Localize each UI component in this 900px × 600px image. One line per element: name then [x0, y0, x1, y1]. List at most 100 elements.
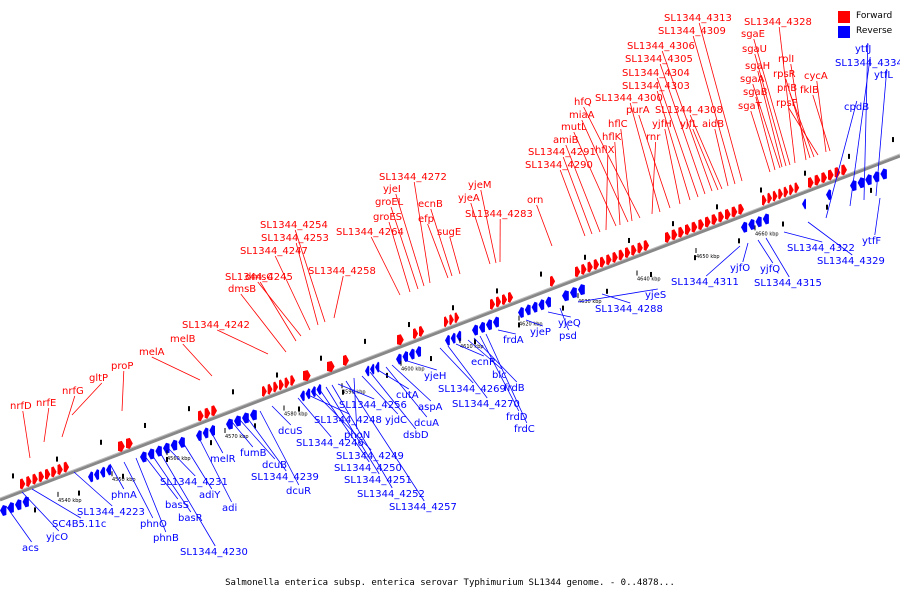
axis-mark: [474, 339, 476, 345]
reverse-gene-label-dcub: dcuB: [262, 460, 287, 471]
axis-mark: [672, 221, 674, 227]
reverse-gene-label-frdc: frdC: [514, 424, 535, 435]
reverse-gene-leader: [181, 440, 213, 490]
forward-gene-leader: [692, 35, 736, 185]
reverse-gene-label-ecnr: ecnR: [471, 357, 496, 368]
reverse-gene-block: [880, 168, 887, 180]
forward-gene-leader: [449, 236, 461, 275]
reverse-gene-leader: [473, 337, 518, 383]
forward-gene-label-sl1344-4306: SL1344_4306: [627, 41, 695, 52]
reverse-gene-block: [402, 351, 409, 363]
reverse-gene-label-melr: melR: [210, 454, 236, 465]
forward-gene-label-ecnb: ecnB: [418, 199, 443, 210]
reverse-gene-block: [250, 409, 257, 421]
reverse-gene-leader: [601, 293, 631, 304]
forward-gene-label-prop: proP: [111, 361, 133, 372]
reverse-gene-block: [518, 307, 524, 319]
forward-gene-label-mela: melA: [139, 347, 165, 358]
forward-gene-block: [38, 471, 45, 483]
axis-mark: [254, 423, 256, 429]
forward-gene-label-sl1344-4283: SL1344_4283: [465, 209, 533, 220]
forward-gene-leader: [573, 131, 617, 227]
kbp-tick-label: 4650 kbp: [696, 254, 720, 260]
forward-gene-label-sl1344-4309: SL1344_4309: [658, 26, 726, 37]
axis-mark: [56, 456, 58, 462]
reverse-gene-label-sl1344-4252: SL1344_4252: [357, 489, 425, 500]
forward-gene-block: [45, 468, 51, 480]
reverse-gene-block: [94, 469, 100, 481]
forward-gene-leader: [785, 78, 811, 159]
forward-gene-leader: [788, 107, 819, 156]
reverse-gene-block: [196, 430, 202, 442]
forward-gene-block: [731, 206, 738, 218]
reverse-gene-block: [562, 290, 569, 302]
forward-gene-block: [671, 229, 678, 241]
axis-mark: [188, 406, 190, 412]
forward-gene-label-sgae: sgaE: [741, 29, 765, 40]
forward-gene-block: [772, 190, 778, 202]
forward-gene-leader: [661, 50, 713, 192]
forward-gene-leader: [562, 156, 593, 235]
forward-gene-block: [637, 242, 643, 254]
axis-mark: [540, 271, 542, 277]
forward-gene-leader: [816, 80, 827, 153]
forward-gene-label-hflx: hflX: [595, 145, 615, 156]
forward-gene-leader: [614, 141, 621, 226]
reverse-gene-label-sl1344-4246: SL1344_4246: [296, 438, 364, 449]
reverse-gene-leader: [73, 471, 113, 507]
reverse-gene-block: [209, 424, 215, 436]
reverse-gene-leader: [559, 307, 569, 331]
reverse-gene-leader: [825, 100, 858, 219]
reverse-gene-label-phna: phnA: [111, 490, 137, 501]
axis-mark: [452, 305, 454, 311]
reverse-gene-block: [748, 219, 755, 231]
forward-gene-label-hflk: hflK: [602, 132, 622, 143]
forward-gene-leader: [692, 128, 719, 191]
forward-gene-label-dmsb: dmsB: [228, 284, 256, 295]
forward-gene-label-sl1344-4245: SL1344_4245: [225, 272, 293, 283]
forward-gene-leader: [22, 410, 31, 459]
reverse-gene-block: [857, 177, 865, 189]
reverse-gene-label-dsbd: dsbD: [403, 430, 429, 441]
reverse-gene-block: [415, 346, 422, 358]
forward-gene-label-groes: groES: [373, 212, 402, 223]
reverse-gene-leader: [259, 410, 300, 486]
reverse-gene-block: [242, 412, 249, 424]
reverse-gene-label-yjfo: yjfO: [730, 263, 750, 274]
forward-gene-label-cyca: cycA: [804, 71, 828, 82]
forward-gene-leader: [182, 343, 213, 377]
reverse-gene-label-phnb: phnB: [153, 533, 179, 544]
reverse-gene-leader: [271, 405, 292, 426]
forward-gene-block: [581, 263, 587, 275]
forward-gene-block: [794, 182, 800, 194]
forward-gene-block: [698, 219, 704, 231]
forward-gene-label-rnr: rnr: [646, 132, 661, 143]
forward-gene-leader: [294, 229, 326, 323]
reverse-gene-label-phon: phoN: [344, 430, 370, 441]
forward-gene-label-miaa: miaA: [569, 110, 595, 121]
reverse-gene-block: [370, 363, 375, 375]
forward-gene-block: [762, 194, 767, 206]
reverse-gene-leader: [21, 491, 60, 532]
reverse-gene-label-yjeh: yjeH: [424, 371, 446, 382]
reverse-gene-leader: [807, 221, 853, 256]
forward-gene-label-sl1344-4291: SL1344_4291: [528, 147, 596, 158]
forward-gene-block: [290, 375, 296, 387]
forward-gene-label-sl1344-4328: SL1344_4328: [744, 17, 812, 28]
forward-gene-label-sl1344-4313: SL1344_4313: [664, 13, 732, 24]
forward-gene-label-sl1344-4303: SL1344_4303: [622, 81, 690, 92]
forward-gene-label-melb: melB: [170, 334, 196, 345]
forward-gene-leader: [605, 154, 609, 231]
reverse-gene-leader: [757, 239, 774, 264]
axis-mark: [496, 288, 498, 294]
reverse-gene-label-fumb: fumB: [240, 448, 267, 459]
reverse-gene-label-adiy: adiY: [199, 490, 221, 501]
forward-gene-block: [834, 166, 841, 178]
forward-gene-block: [685, 224, 691, 236]
forward-gene-label-sgaa: sgaA: [740, 74, 765, 85]
forward-gene-label-orn: orn: [527, 195, 543, 206]
forward-gene-label-sl1344-4247: SL1344_4247: [240, 246, 308, 257]
kbp-tick-label: 4660 kbp: [755, 231, 779, 237]
forward-gene-leader: [295, 242, 319, 326]
reverse-gene-block: [311, 386, 316, 398]
